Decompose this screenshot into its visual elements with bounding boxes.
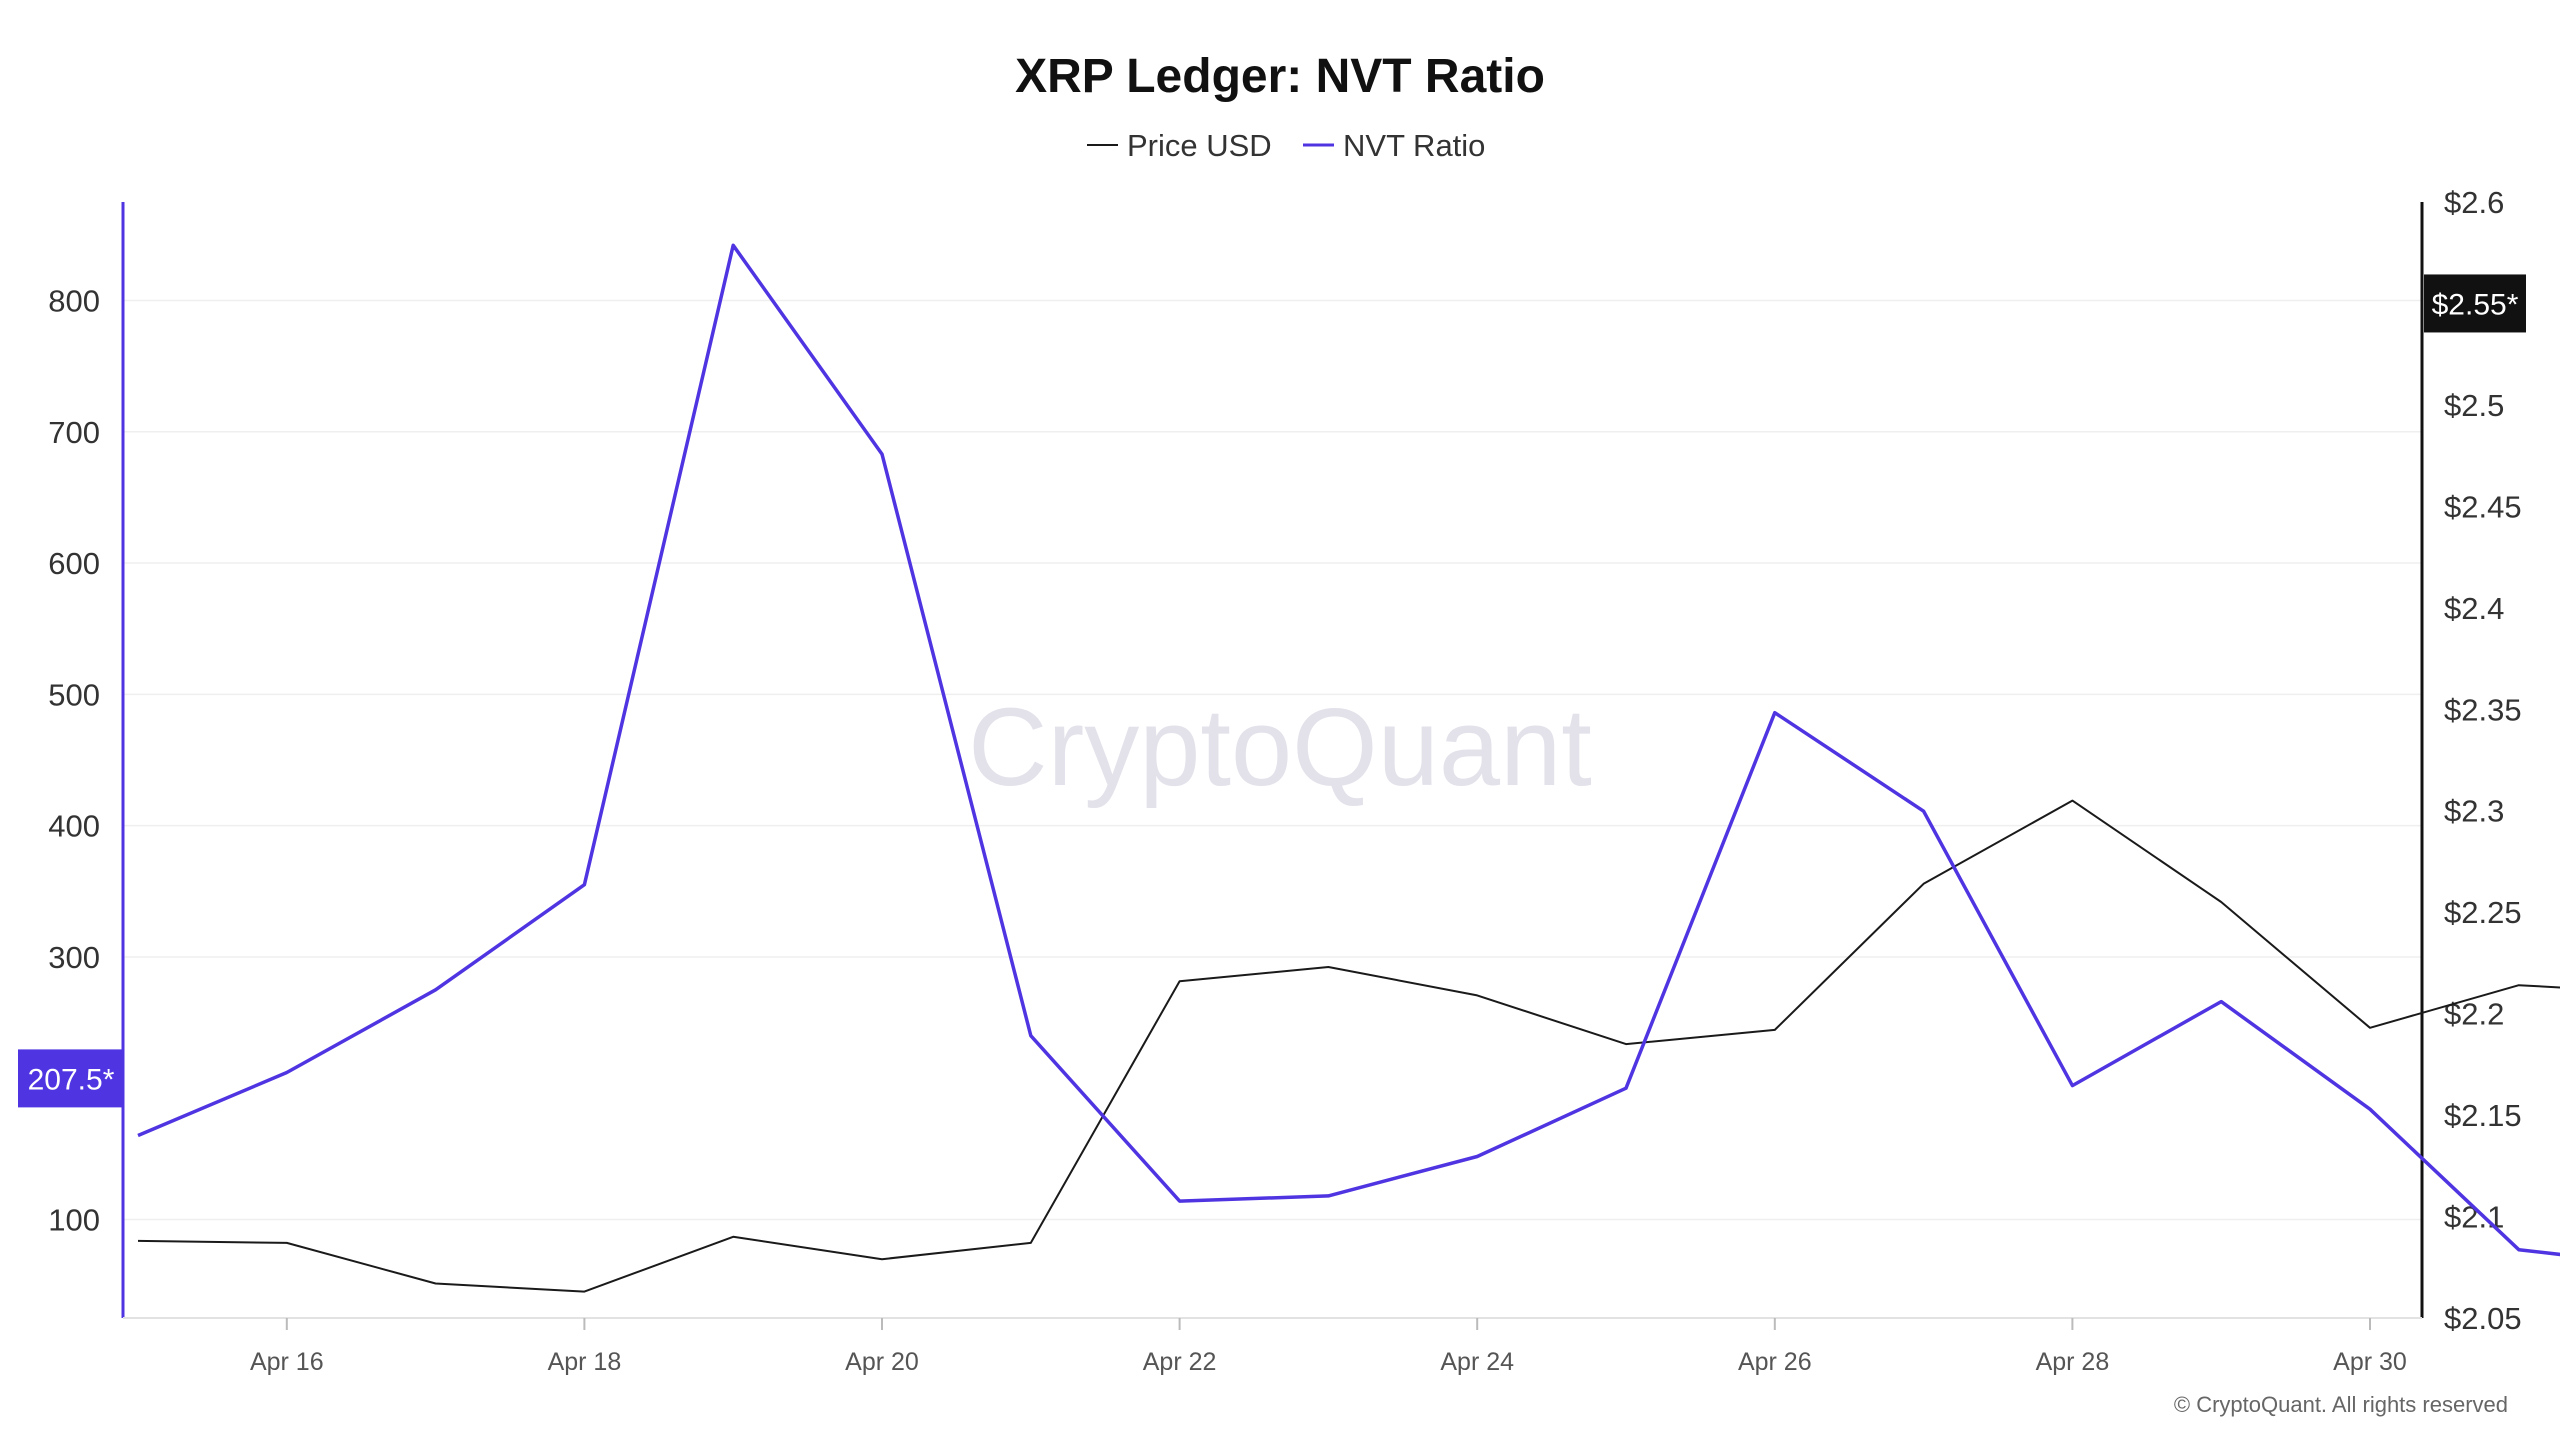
x-axis-tick-label: Apr 20 <box>845 1348 919 1376</box>
legend: Price USD NVT Ratio <box>1087 128 1485 163</box>
left-current-value: 207.5* <box>28 1063 115 1096</box>
left-axis-tick-label: 300 <box>48 940 100 975</box>
left-axis-tick-label: 100 <box>48 1203 100 1238</box>
watermark: CryptoQuant <box>968 686 1592 809</box>
x-axis-tick-label: Apr 16 <box>250 1348 324 1376</box>
right-axis-tick-label: $2.5 <box>2444 388 2504 423</box>
left-axis-ticks: 100 300 400 500 600 700 800 <box>48 283 100 1237</box>
left-current-value-badge: 207.5* <box>18 1049 124 1108</box>
right-axis-tick-label: $2.4 <box>2444 591 2504 626</box>
left-badge-background <box>18 1049 124 1108</box>
right-axis-tick-label: $2.35 <box>2444 692 2522 727</box>
series-line-price-usd[interactable] <box>137 243 2560 1293</box>
right-axis-tick-label: $2.6 <box>2444 185 2504 220</box>
series-line-nvt-ratio[interactable] <box>137 243 2560 1267</box>
x-axis-tick-label: Apr 28 <box>2036 1348 2110 1376</box>
series <box>137 243 2560 1293</box>
chart-title: XRP Ledger: NVT Ratio <box>1015 50 1545 103</box>
left-axis-tick-label: 600 <box>48 546 100 581</box>
right-axis-tick-label: $2.3 <box>2444 794 2504 829</box>
right-badge-background <box>2424 274 2526 333</box>
right-axis-tick-label: $2.2 <box>2444 997 2504 1032</box>
right-axis-tick-label: $2.25 <box>2444 895 2522 930</box>
x-axis-ticks: Apr 16 Apr 18 Apr 20 Apr 22 Apr 24 Apr 26 Apr … <box>250 1318 2407 1376</box>
gridlines <box>123 299 2422 1221</box>
left-axis-tick-label: 400 <box>48 809 100 844</box>
x-axis-tick-label: Apr 24 <box>1440 1348 1514 1376</box>
right-current-value-badge: $2.55* <box>2424 274 2526 333</box>
left-axis-tick-label: 500 <box>48 677 100 712</box>
left-axis-tick-label: 800 <box>48 283 100 318</box>
legend-label-nvt-ratio[interactable]: NVT Ratio <box>1343 128 1485 163</box>
axes <box>121 202 2424 1319</box>
right-current-value: $2.55* <box>2432 288 2519 321</box>
legend-label-price-usd[interactable]: Price USD <box>1127 128 1272 163</box>
right-axis-tick-label: $2.15 <box>2444 1098 2522 1133</box>
copyright-footer: © CryptoQuant. All rights reserved <box>2174 1392 2508 1417</box>
x-axis-tick-label: Apr 22 <box>1143 1348 1217 1376</box>
left-axis-tick-label: 700 <box>48 415 100 450</box>
right-axis-tick-label: $2.45 <box>2444 489 2522 524</box>
x-axis-tick-label: Apr 26 <box>1738 1348 1812 1376</box>
x-axis-tick-label: Apr 30 <box>2333 1348 2407 1376</box>
right-axis-tick-label: $2.05 <box>2444 1301 2522 1336</box>
x-axis-tick-label: Apr 18 <box>548 1348 622 1376</box>
